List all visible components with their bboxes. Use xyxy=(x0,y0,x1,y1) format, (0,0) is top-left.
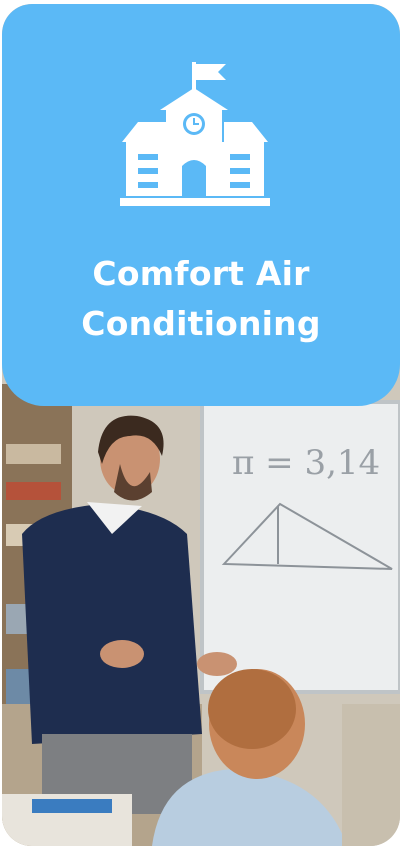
board-writing: π = 3,14 xyxy=(232,443,380,483)
school-icon xyxy=(120,62,270,207)
service-card[interactable]: π = 3,14 xyxy=(2,4,400,846)
title-panel: Comfort Air Conditioning xyxy=(2,4,400,406)
page: {"card": {"title_lines": ["Comfort Air",… xyxy=(0,0,405,850)
card-title-line: Comfort Air xyxy=(2,254,400,293)
card-title-line: Conditioning xyxy=(2,304,400,343)
